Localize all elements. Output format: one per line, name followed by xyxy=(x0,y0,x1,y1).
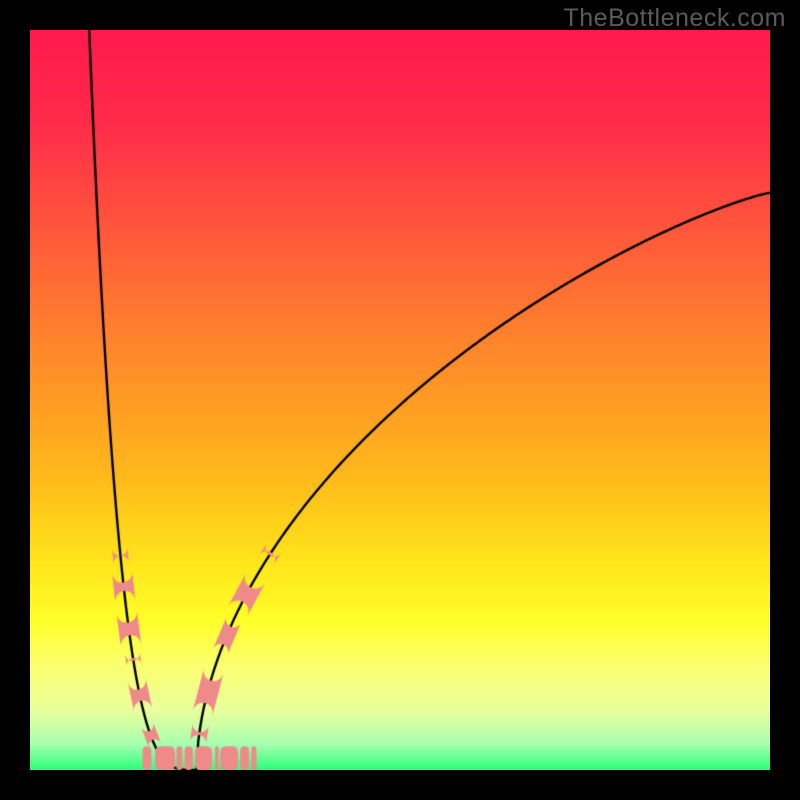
plot-area xyxy=(30,30,770,770)
plot-canvas xyxy=(30,30,770,770)
chart-stage: TheBottleneck.com xyxy=(0,0,800,800)
watermark-text: TheBottleneck.com xyxy=(564,4,787,33)
